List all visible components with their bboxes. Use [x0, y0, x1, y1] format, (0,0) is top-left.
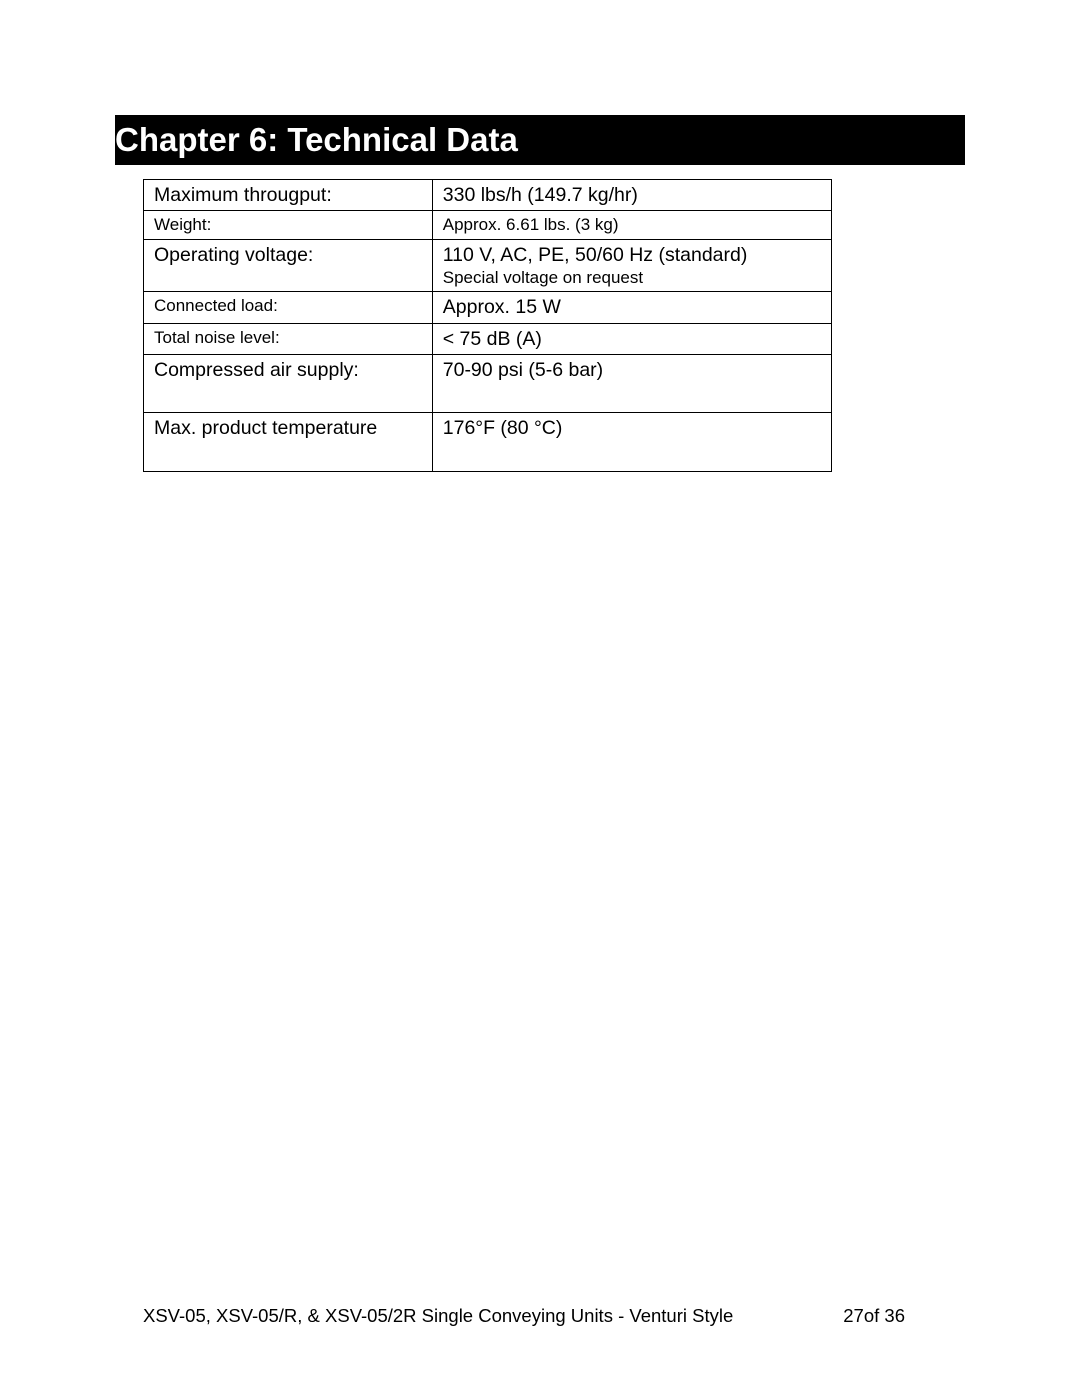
spec-label: Compressed air supply: [144, 355, 433, 413]
spec-value-main: 70-90 psi (5-6 bar) [443, 359, 603, 381]
table-row: Weight: Approx. 6.61 lbs. (3 kg) [144, 211, 832, 239]
footer-page-info: 27of 36 [843, 1305, 905, 1327]
spec-value-main: 176°F (80 °C) [443, 417, 563, 439]
page-footer: XSV-05, XSV-05/R, & XSV-05/2R Single Con… [115, 1305, 965, 1327]
spec-label: Max. product temperature [144, 413, 433, 471]
spec-value: Approx. 6.61 lbs. (3 kg) [432, 211, 831, 239]
spec-value-main: 110 V, AC, PE, 50/60 Hz (standard) [443, 244, 748, 266]
spec-value-sub: Special voltage on request [443, 267, 823, 288]
spec-label: Operating voltage: [144, 239, 433, 292]
spec-value: 70-90 psi (5-6 bar) [432, 355, 831, 413]
spec-value-main: Approx. 6.61 lbs. (3 kg) [443, 215, 619, 234]
spec-value: 176°F (80 °C) [432, 413, 831, 471]
spec-value-main: Approx. 15 W [443, 296, 561, 318]
spec-value: Approx. 15 W [432, 292, 831, 323]
footer-doc-title: XSV-05, XSV-05/R, & XSV-05/2R Single Con… [143, 1305, 733, 1327]
spec-label: Maximum througput: [144, 180, 433, 211]
technical-data-table: Maximum througput: 330 lbs/h (149.7 kg/hr… [143, 179, 832, 472]
document-page: Chapter 6: Technical Data Maximum throug… [0, 0, 1080, 1397]
spec-value: 110 V, AC, PE, 50/60 Hz (standard)Specia… [432, 239, 831, 292]
spec-label: Weight: [144, 211, 433, 239]
table-row: Connected load: Approx. 15 W [144, 292, 832, 323]
table-row: Max. product temperature 176°F (80 °C) [144, 413, 832, 471]
spec-value-main: < 75 dB (A) [443, 328, 542, 350]
spec-label: Total noise level: [144, 323, 433, 354]
table-row: Operating voltage:110 V, AC, PE, 50/60 H… [144, 239, 832, 292]
table-row: Compressed air supply: 70-90 psi (5-6 bar… [144, 355, 832, 413]
chapter-title: Chapter 6: Technical Data [115, 115, 965, 165]
table-row: Maximum througput: 330 lbs/h (149.7 kg/hr… [144, 180, 832, 211]
spec-label: Connected load: [144, 292, 433, 323]
spec-value-main: 330 lbs/h (149.7 kg/hr) [443, 184, 638, 206]
table-row: Total noise level: < 75 dB (A) [144, 323, 832, 354]
spec-value: < 75 dB (A) [432, 323, 831, 354]
spec-value: 330 lbs/h (149.7 kg/hr) [432, 180, 831, 211]
